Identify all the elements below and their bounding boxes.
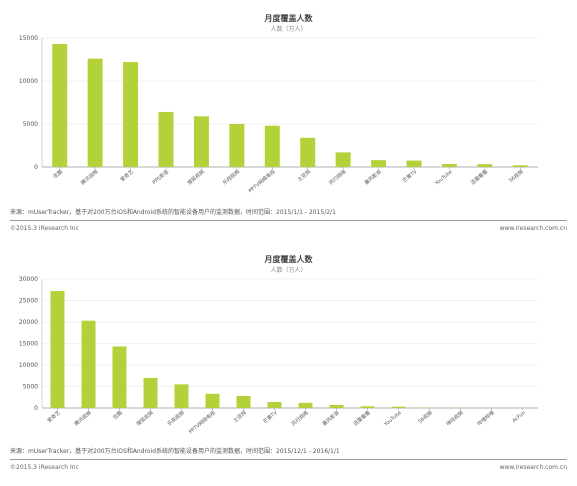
bar (360, 406, 375, 408)
category-label: 56视频 (417, 409, 434, 425)
bar (229, 124, 245, 167)
bar (123, 62, 139, 167)
bar (441, 163, 457, 167)
y-tick-label: 0 (34, 405, 38, 412)
category-label: 土豆网 (232, 409, 248, 424)
category-label: 优酷 (112, 409, 124, 421)
bar (329, 404, 344, 408)
bar (81, 320, 96, 408)
bar-chart-2: 0 5000 10000 15000 20000 25000 30000 爱奇艺 腾讯视频 优酷搜… (19, 276, 538, 435)
bar (205, 393, 220, 408)
category-label: 哔哩哔哩 (476, 409, 496, 427)
category-label: 腾讯视频 (73, 409, 93, 427)
bar (406, 160, 422, 167)
bar (371, 160, 387, 167)
bar (477, 164, 493, 167)
source-note: 来源：mUserTracker，基于对200万台iOS和Android系统的智能… (10, 448, 340, 455)
bar (143, 377, 158, 408)
bar (391, 406, 406, 408)
category-label: 迅雷看看 (352, 409, 372, 427)
bar (174, 384, 189, 408)
source-note: 来源：mUserTracker，基于对200万台iOS和Android系统的智能… (10, 209, 336, 216)
category-label: 咪咕视频 (445, 409, 465, 427)
bar (52, 44, 68, 167)
category-label: 爱奇艺 (46, 409, 62, 424)
category-label: 暴风影音 (321, 409, 341, 427)
y-tick-label: 30000 (19, 276, 38, 283)
y-tick-label: 20000 (19, 319, 38, 326)
chart-title: 月度覆盖人数 (264, 14, 313, 23)
copyright: ©2015.3 iResearch Inc (10, 225, 79, 232)
bar (335, 152, 351, 167)
bar (158, 111, 174, 167)
bar (87, 58, 103, 167)
bar (300, 137, 316, 167)
y-tick-label: 5000 (23, 384, 38, 391)
y-tick-label: 5000 (23, 121, 38, 128)
y-tick-label: 10000 (19, 362, 38, 369)
bar (264, 125, 280, 167)
category-label: 乐视视频 (166, 409, 186, 427)
y-tick-label: 10000 (19, 78, 38, 85)
bar (298, 402, 313, 408)
chart-unit: 人数（万人） (270, 267, 307, 274)
y-tick-label: 15000 (19, 341, 38, 348)
category-label: 芒果TV (262, 409, 280, 425)
chart-unit: 人数（万人） (270, 26, 307, 33)
category-label: PPTV网络电视 (187, 409, 216, 435)
chart-title: 月度覆盖人数 (264, 255, 313, 264)
bar (267, 401, 282, 408)
website: www.iresearch.com.cn (499, 464, 567, 471)
category-label: 优酷 (52, 168, 64, 180)
bar (112, 346, 127, 408)
category-label: 搜狐视频 (135, 409, 155, 427)
y-tick-label: 15000 (19, 35, 38, 42)
category-label: YouTube (383, 410, 403, 428)
bar (50, 291, 65, 408)
divider (10, 220, 567, 221)
y-tick-label: 0 (34, 164, 38, 171)
divider (10, 459, 567, 460)
website: www.iresearch.com.cn (499, 225, 567, 232)
y-tick-label: 25000 (19, 298, 38, 305)
bar (193, 116, 209, 167)
bar (236, 395, 251, 408)
category-label: 风行网络 (290, 409, 310, 427)
copyright: ©2015.3 iResearch Inc (10, 464, 79, 471)
bar (512, 165, 528, 167)
category-label: AcFun (511, 410, 526, 424)
